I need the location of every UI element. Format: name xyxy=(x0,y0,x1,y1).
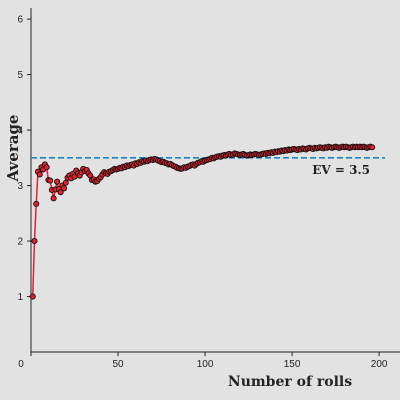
data-point xyxy=(29,293,36,300)
data-point xyxy=(369,144,376,151)
x-tick-label: 0 xyxy=(18,359,24,370)
y-tick-label: 5 xyxy=(17,70,23,81)
y-axis-title: Average xyxy=(4,115,22,183)
expected-value-label: EV = 3.5 xyxy=(312,163,370,177)
data-point xyxy=(62,179,69,186)
data-point xyxy=(61,185,68,192)
x-tick-label: 50 xyxy=(112,359,124,370)
data-point xyxy=(43,164,50,171)
y-tick-label: 2 xyxy=(17,237,23,248)
data-point xyxy=(54,178,61,185)
data-point xyxy=(31,237,38,245)
x-ticks: 0 50 100 150 200 xyxy=(18,352,388,370)
data-point xyxy=(57,189,64,196)
y-tick-label: 6 xyxy=(17,15,23,26)
x-axis-title: Number of rolls xyxy=(228,374,352,390)
y-ticks: 1 2 3 4 5 6 xyxy=(17,15,31,303)
x-tick-label: 100 xyxy=(197,359,214,370)
x-tick-label: 200 xyxy=(371,359,388,370)
data-point xyxy=(36,171,43,178)
y-tick-label: 4 xyxy=(17,126,23,137)
data-point xyxy=(50,195,57,202)
y-tick-label: 3 xyxy=(17,181,23,192)
y-tick-label: 1 xyxy=(17,292,23,303)
series-points xyxy=(29,143,376,300)
data-point xyxy=(47,177,54,184)
data-point xyxy=(33,200,40,207)
x-tick-label: 150 xyxy=(284,359,301,370)
